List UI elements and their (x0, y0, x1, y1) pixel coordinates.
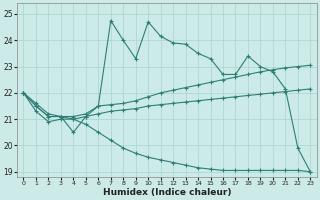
X-axis label: Humidex (Indice chaleur): Humidex (Indice chaleur) (103, 188, 231, 197)
